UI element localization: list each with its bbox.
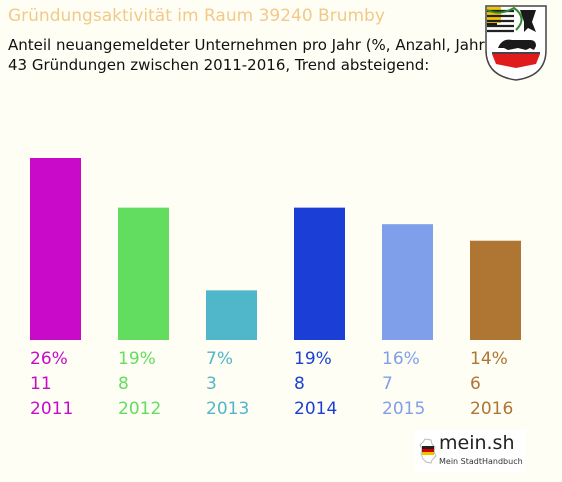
subtitle-line-2: 43 Gründungen zwischen 2011-2016, Trend … [8, 56, 430, 74]
count-label-2011: 11 [30, 374, 52, 394]
year-label-2013: 2013 [206, 399, 249, 419]
percent-label-2012: 19% [118, 349, 156, 369]
percent-label-2011: 26% [30, 349, 68, 369]
bar-2013 [206, 290, 257, 340]
bar-2016 [470, 240, 521, 340]
year-label-2014: 2014 [294, 399, 337, 419]
year-label-2012: 2012 [118, 399, 161, 419]
percent-label-2013: 7% [206, 349, 233, 369]
percent-label-2014: 19% [294, 349, 332, 369]
germany-map-icon [419, 438, 437, 464]
count-label-2012: 8 [118, 374, 129, 394]
count-label-2013: 3 [206, 374, 217, 394]
bar-2014 [294, 207, 345, 340]
bar-2011 [30, 158, 81, 340]
bar-2015 [382, 224, 433, 340]
logo-wordmark: mein.sh [439, 432, 515, 454]
bar-2012 [118, 207, 169, 340]
count-label-2015: 7 [382, 374, 393, 394]
year-label-2015: 2015 [382, 399, 425, 419]
mein-sh-logo: mein.sh Mein StadtHandbuch [415, 430, 525, 472]
logo-tagline: Mein StadtHandbuch [439, 457, 523, 466]
year-label-2016: 2016 [470, 399, 513, 419]
chart-title: Gründungsaktivität im Raum 39240 Brumby [8, 6, 385, 26]
percent-label-2016: 14% [470, 349, 508, 369]
saxony-anhalt-coat-of-arms-icon [485, 5, 547, 81]
year-label-2011: 2011 [30, 399, 73, 419]
count-label-2016: 6 [470, 374, 481, 394]
percent-label-2015: 16% [382, 349, 420, 369]
chart-subtitle: Anteil neuangemeldeter Unternehmen pro J… [8, 35, 491, 75]
subtitle-line-1: Anteil neuangemeldeter Unternehmen pro J… [8, 36, 491, 54]
count-label-2014: 8 [294, 374, 305, 394]
